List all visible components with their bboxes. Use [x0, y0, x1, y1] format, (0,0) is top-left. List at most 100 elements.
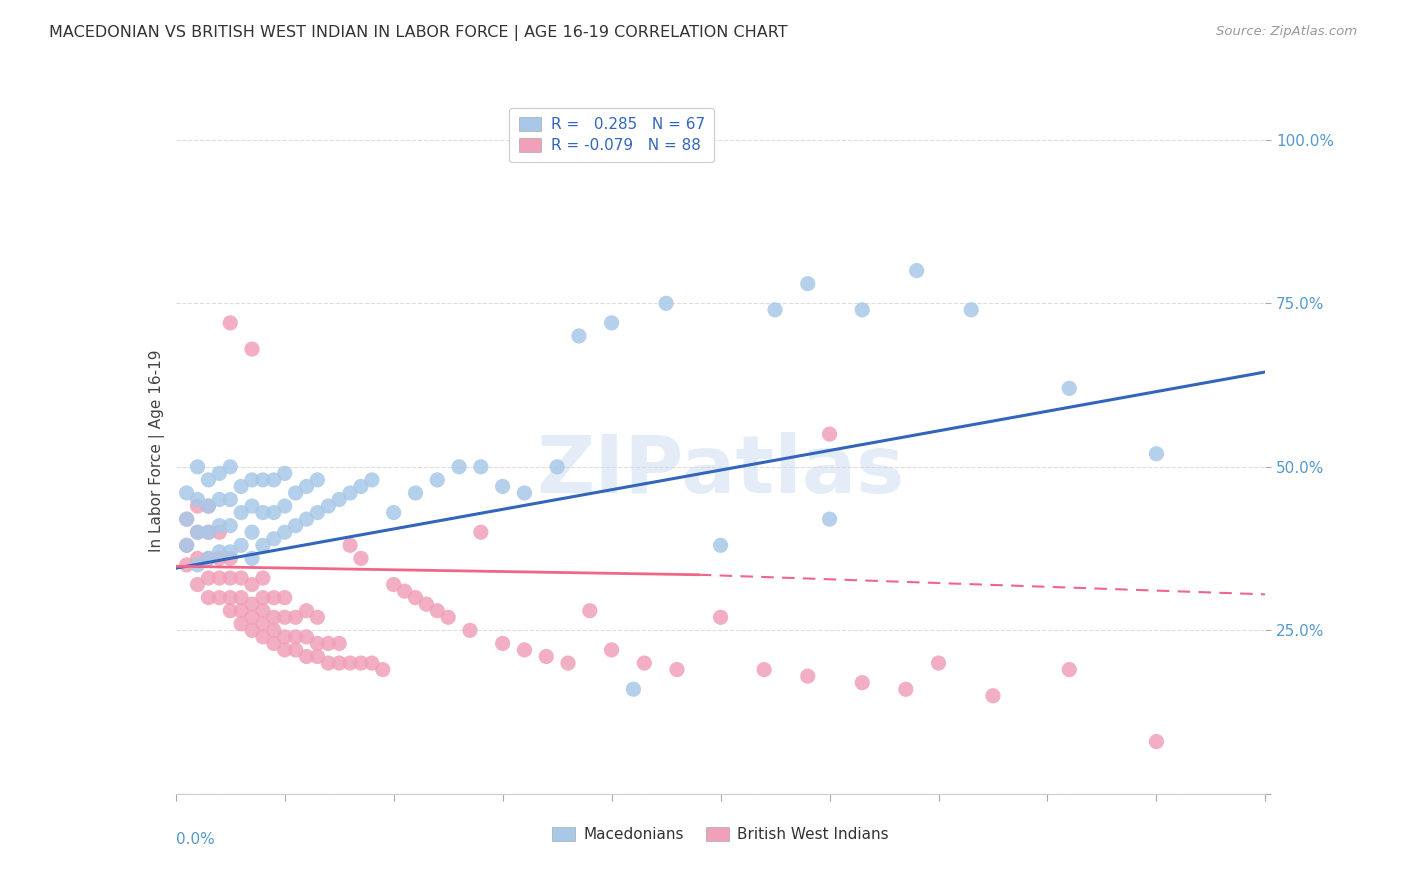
Point	[231, 506, 253, 520]
Point	[197, 473, 219, 487]
Point	[318, 656, 340, 670]
Point	[240, 610, 263, 624]
Point	[263, 610, 285, 624]
Point	[252, 604, 274, 618]
Point	[339, 656, 361, 670]
Point	[186, 525, 209, 540]
Point	[252, 538, 274, 552]
Point	[197, 525, 219, 540]
Point	[176, 512, 198, 526]
Point	[197, 499, 219, 513]
Text: 0.0%: 0.0%	[176, 831, 215, 847]
Point	[960, 302, 983, 317]
Point	[231, 479, 253, 493]
Point	[219, 545, 242, 559]
Point	[208, 545, 231, 559]
Point	[350, 479, 373, 493]
Point	[405, 591, 427, 605]
Point	[350, 551, 373, 566]
Point	[186, 558, 209, 572]
Point	[186, 492, 209, 507]
Y-axis label: In Labor Force | Age 16-19: In Labor Force | Age 16-19	[149, 349, 165, 552]
Point	[318, 499, 340, 513]
Point	[295, 479, 318, 493]
Point	[240, 551, 263, 566]
Point	[176, 538, 198, 552]
Point	[710, 538, 733, 552]
Point	[470, 525, 492, 540]
Point	[240, 525, 263, 540]
Point	[240, 473, 263, 487]
Point	[307, 649, 329, 664]
Point	[252, 571, 274, 585]
Point	[274, 630, 297, 644]
Point	[186, 459, 209, 474]
Point	[176, 512, 198, 526]
Point	[219, 518, 242, 533]
Point	[219, 492, 242, 507]
Point	[534, 649, 557, 664]
Point	[284, 518, 307, 533]
Point	[426, 473, 449, 487]
Point	[600, 643, 623, 657]
Point	[797, 669, 820, 683]
Point	[186, 499, 209, 513]
Point	[231, 616, 253, 631]
Point	[981, 689, 1004, 703]
Point	[208, 525, 231, 540]
Point	[318, 636, 340, 650]
Point	[252, 630, 274, 644]
Point	[197, 499, 219, 513]
Point	[492, 479, 515, 493]
Point	[284, 610, 307, 624]
Point	[666, 663, 689, 677]
Point	[274, 525, 297, 540]
Point	[274, 643, 297, 657]
Point	[176, 486, 198, 500]
Point	[557, 656, 579, 670]
Text: MACEDONIAN VS BRITISH WEST INDIAN IN LABOR FORCE | AGE 16-19 CORRELATION CHART: MACEDONIAN VS BRITISH WEST INDIAN IN LAB…	[49, 25, 787, 41]
Point	[219, 316, 242, 330]
Point	[546, 459, 568, 474]
Point	[186, 551, 209, 566]
Point	[263, 636, 285, 650]
Point	[197, 591, 219, 605]
Point	[894, 682, 917, 697]
Point	[763, 302, 786, 317]
Point	[295, 649, 318, 664]
Point	[394, 584, 416, 599]
Point	[513, 643, 536, 657]
Point	[754, 663, 776, 677]
Point	[219, 604, 242, 618]
Point	[208, 591, 231, 605]
Point	[851, 675, 873, 690]
Point	[307, 636, 329, 650]
Point	[818, 427, 841, 442]
Point	[263, 532, 285, 546]
Legend: Macedonians, British West Indians: Macedonians, British West Indians	[547, 821, 894, 848]
Point	[360, 473, 382, 487]
Text: ZIPatlas: ZIPatlas	[537, 432, 904, 510]
Point	[231, 538, 253, 552]
Point	[710, 610, 733, 624]
Point	[231, 604, 253, 618]
Point	[231, 571, 253, 585]
Point	[621, 682, 644, 697]
Point	[186, 525, 209, 540]
Point	[579, 604, 602, 618]
Point	[284, 486, 307, 500]
Point	[405, 486, 427, 500]
Point	[252, 591, 274, 605]
Point	[1057, 381, 1080, 395]
Point	[426, 604, 449, 618]
Point	[284, 630, 307, 644]
Point	[240, 597, 263, 611]
Point	[219, 459, 242, 474]
Point	[437, 610, 460, 624]
Point	[263, 624, 285, 638]
Point	[252, 616, 274, 631]
Point	[339, 486, 361, 500]
Point	[371, 663, 394, 677]
Point	[295, 630, 318, 644]
Point	[274, 610, 297, 624]
